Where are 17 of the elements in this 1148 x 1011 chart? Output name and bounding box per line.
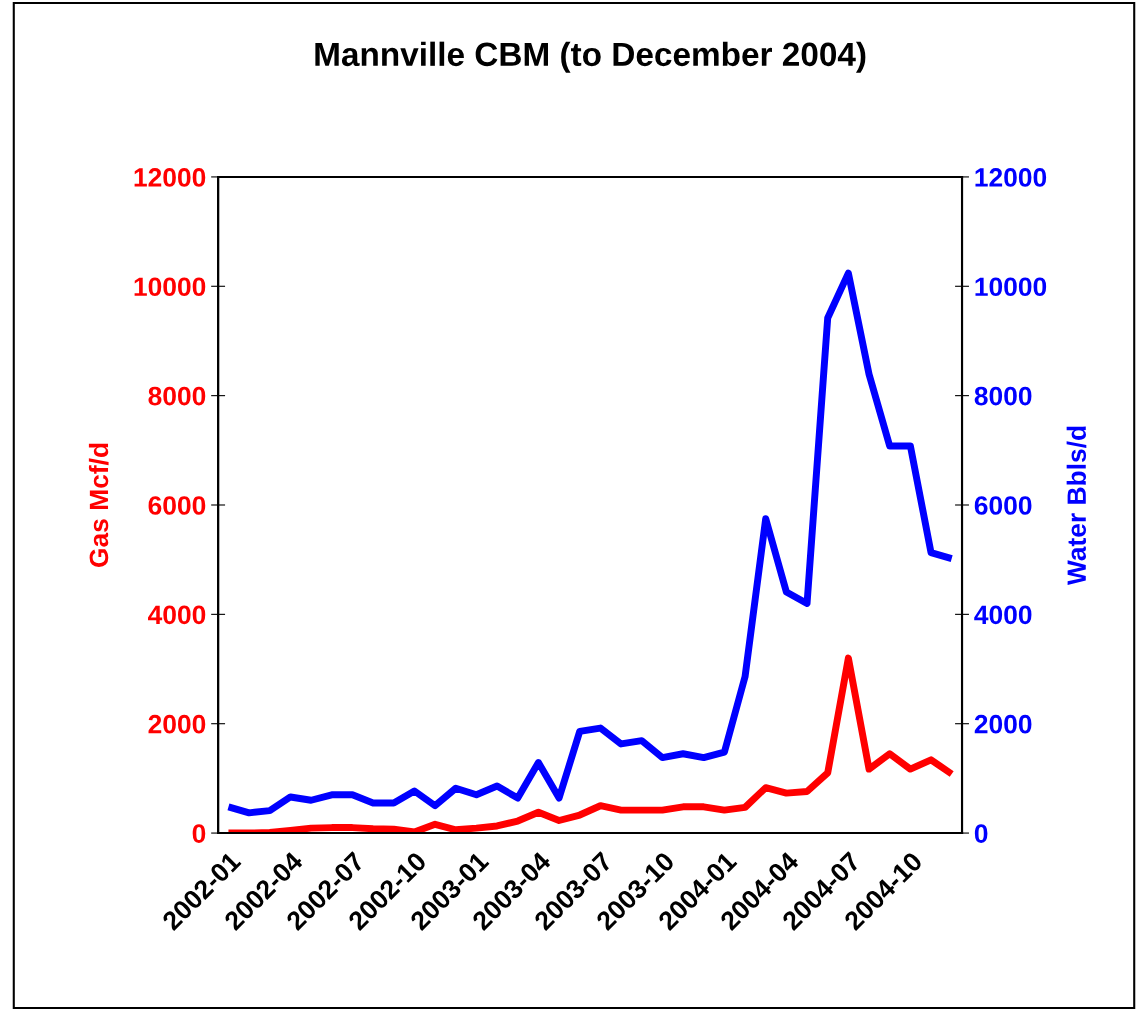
y2-tick-label: 8000 [974,386,1032,406]
y2-tick-label: 0 [974,824,988,843]
y2-tick-label: 2000 [974,714,1032,734]
y2-tick-label: 10000 [975,277,1047,297]
y-axis-title: Gas Mcf/d [88,443,109,567]
chart-title: Mannville CBM (to December 2004) [315,41,866,73]
y-tick-label: 10000 [134,277,206,297]
y-tick-label: 6000 [148,496,206,515]
y-tick-label: 12000 [134,168,206,187]
y2-tick-label: 12000 [975,168,1047,187]
y2-axis-title: Water Bbls/d [1066,426,1087,586]
y2-tick-label: 6000 [974,496,1032,515]
y-tick-label: 0 [192,824,206,843]
y2-tick-label: 4000 [974,605,1032,625]
y-tick-label: 2000 [148,714,206,734]
y-tick-label: 8000 [148,386,206,406]
y-tick-label: 4000 [148,605,206,625]
